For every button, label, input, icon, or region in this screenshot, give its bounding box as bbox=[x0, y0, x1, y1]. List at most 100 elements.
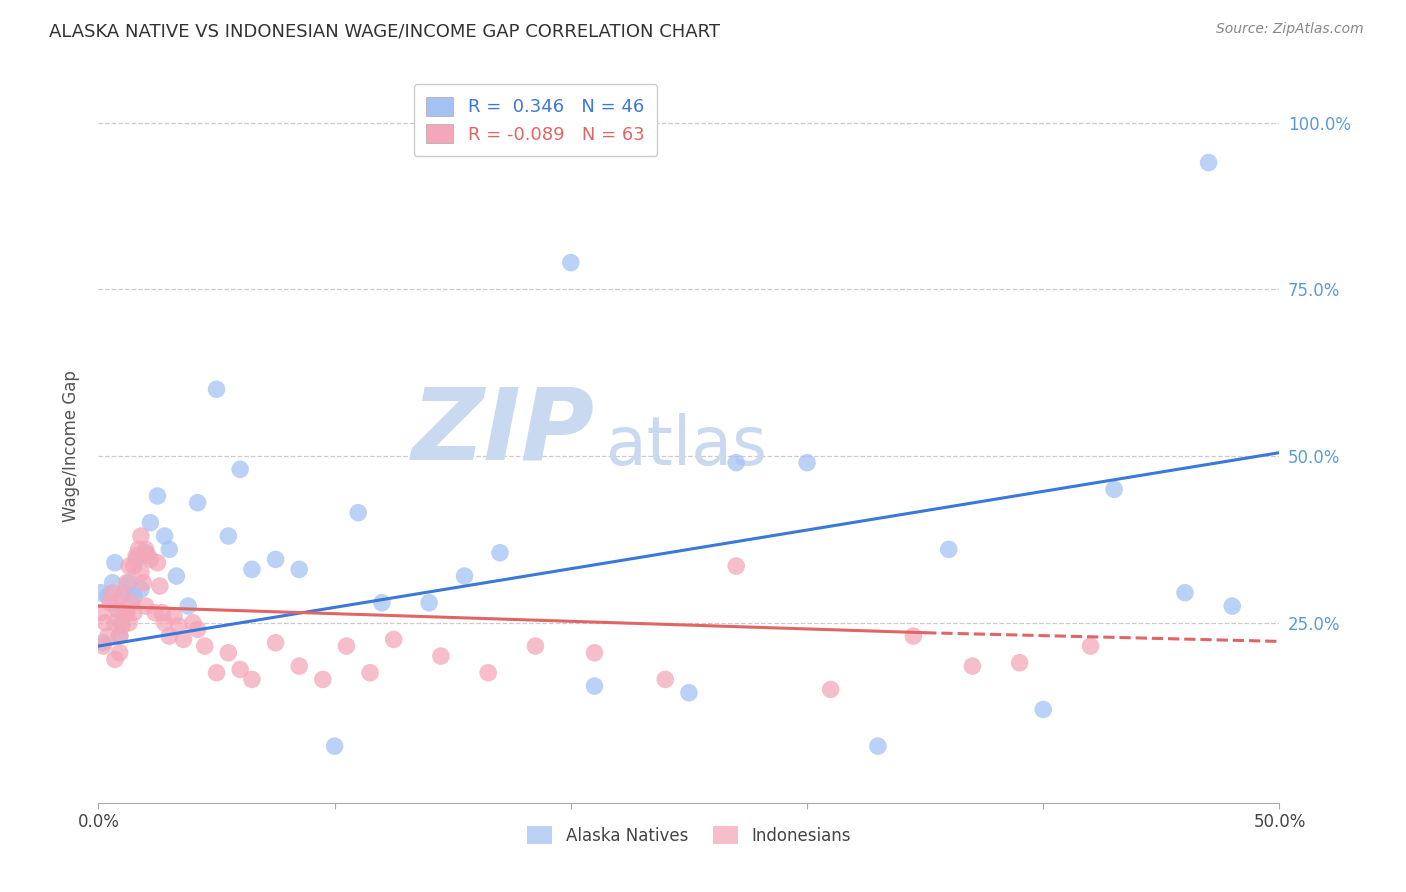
Point bbox=[1032, 702, 1054, 716]
Point bbox=[112, 585, 135, 599]
Point bbox=[194, 639, 217, 653]
Point bbox=[118, 615, 141, 630]
Point bbox=[146, 489, 169, 503]
Point bbox=[962, 659, 984, 673]
Legend: Alaska Natives, Indonesians: Alaska Natives, Indonesians bbox=[520, 820, 858, 852]
Text: ALASKA NATIVE VS INDONESIAN WAGE/INCOME GAP CORRELATION CHART: ALASKA NATIVE VS INDONESIAN WAGE/INCOME … bbox=[49, 22, 720, 40]
Point bbox=[820, 682, 842, 697]
Point bbox=[453, 569, 475, 583]
Point bbox=[118, 559, 141, 574]
Point bbox=[217, 529, 239, 543]
Point bbox=[181, 615, 204, 630]
Point bbox=[240, 673, 263, 687]
Point bbox=[560, 255, 582, 269]
Point bbox=[157, 542, 180, 557]
Point bbox=[136, 549, 159, 563]
Point bbox=[143, 606, 166, 620]
Point bbox=[288, 659, 311, 673]
Point bbox=[205, 665, 228, 680]
Point bbox=[418, 596, 440, 610]
Point bbox=[129, 529, 152, 543]
Text: Source: ZipAtlas.com: Source: ZipAtlas.com bbox=[1216, 22, 1364, 37]
Point bbox=[1198, 155, 1220, 169]
Point bbox=[153, 529, 176, 543]
Point bbox=[91, 636, 114, 650]
Point bbox=[135, 599, 157, 613]
Point bbox=[288, 562, 311, 576]
Point bbox=[129, 582, 152, 597]
Point bbox=[477, 665, 499, 680]
Point bbox=[105, 602, 128, 616]
Point bbox=[1102, 483, 1125, 497]
Point bbox=[139, 552, 162, 566]
Point bbox=[1008, 656, 1031, 670]
Point bbox=[150, 606, 173, 620]
Point bbox=[654, 673, 676, 687]
Point bbox=[264, 636, 287, 650]
Point bbox=[172, 632, 194, 647]
Point bbox=[104, 652, 127, 666]
Point bbox=[583, 679, 606, 693]
Point bbox=[101, 585, 124, 599]
Point bbox=[122, 606, 145, 620]
Point bbox=[90, 606, 112, 620]
Point bbox=[98, 596, 121, 610]
Point bbox=[108, 629, 131, 643]
Point bbox=[153, 615, 176, 630]
Point bbox=[938, 542, 960, 557]
Point bbox=[104, 615, 127, 630]
Point bbox=[430, 649, 453, 664]
Point bbox=[187, 496, 209, 510]
Text: ZIP: ZIP bbox=[412, 384, 595, 480]
Point bbox=[359, 665, 381, 680]
Point bbox=[217, 646, 239, 660]
Y-axis label: Wage/Income Gap: Wage/Income Gap bbox=[62, 370, 80, 522]
Point bbox=[177, 599, 200, 613]
Point bbox=[382, 632, 405, 647]
Point bbox=[94, 615, 117, 630]
Point bbox=[583, 646, 606, 660]
Point bbox=[167, 619, 190, 633]
Point bbox=[149, 579, 172, 593]
Point bbox=[135, 546, 157, 560]
Point bbox=[129, 566, 152, 580]
Point bbox=[111, 619, 134, 633]
Point bbox=[312, 673, 335, 687]
Point bbox=[111, 589, 134, 603]
Point bbox=[104, 556, 127, 570]
Point bbox=[146, 556, 169, 570]
Point bbox=[122, 559, 145, 574]
Point bbox=[91, 639, 114, 653]
Point bbox=[163, 609, 186, 624]
Point bbox=[725, 456, 748, 470]
Point bbox=[489, 546, 512, 560]
Point bbox=[97, 629, 120, 643]
Point bbox=[108, 646, 131, 660]
Point bbox=[866, 739, 889, 753]
Point bbox=[112, 606, 135, 620]
Point bbox=[115, 606, 138, 620]
Point bbox=[105, 602, 128, 616]
Point bbox=[111, 615, 134, 630]
Point bbox=[157, 629, 180, 643]
Point bbox=[796, 456, 818, 470]
Point bbox=[678, 686, 700, 700]
Point bbox=[118, 575, 141, 590]
Point bbox=[903, 629, 925, 643]
Text: atlas: atlas bbox=[606, 413, 768, 479]
Point bbox=[347, 506, 370, 520]
Point bbox=[229, 662, 252, 676]
Point bbox=[524, 639, 547, 653]
Point bbox=[122, 589, 145, 603]
Point bbox=[132, 575, 155, 590]
Point bbox=[335, 639, 357, 653]
Point bbox=[108, 629, 131, 643]
Point bbox=[97, 589, 120, 603]
Point bbox=[205, 382, 228, 396]
Point bbox=[1080, 639, 1102, 653]
Point bbox=[115, 575, 138, 590]
Point bbox=[121, 596, 143, 610]
Point bbox=[1220, 599, 1243, 613]
Point bbox=[125, 552, 148, 566]
Point bbox=[139, 516, 162, 530]
